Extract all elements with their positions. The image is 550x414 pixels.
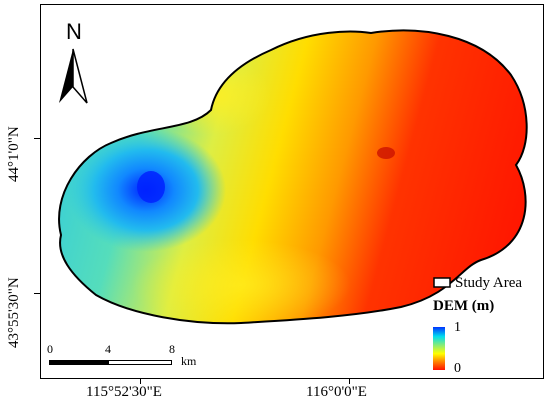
scale-tick-0: 0 [47, 342, 53, 356]
study-area-label: Study Area [455, 275, 523, 291]
scale-bar-white [108, 360, 172, 365]
study-area-swatch [433, 277, 451, 288]
north-arrow [53, 15, 93, 110]
scale-tick-4: 4 [105, 342, 111, 356]
north-arrow-icon [59, 48, 88, 104]
x-tick-label-1: 115°52'30"E [86, 384, 162, 400]
north-label: N [66, 19, 82, 44]
y-tick-label-2: 43°55'30"N [6, 277, 22, 348]
y-tickmark-2 [34, 293, 40, 294]
map-frame: N Study Area DEM (m) 1 0 0 4 8 km [40, 4, 544, 379]
ramp-max-label: 1 [454, 320, 461, 335]
ramp-min-label: 0 [454, 361, 461, 376]
x-tickmark-2 [349, 378, 350, 384]
scale-tick-8: 8 [169, 342, 175, 356]
x-tick-label-2: 116°0'0"E [306, 384, 367, 400]
scale-unit: km [181, 354, 197, 368]
dem-color-ramp [433, 327, 445, 370]
dem-map [58, 29, 528, 325]
y-tickmark-1 [34, 138, 40, 139]
x-tickmark-1 [140, 378, 141, 384]
dem-legend-title: DEM (m) [433, 298, 495, 314]
y-tick-label-1: 44°1'0"N [6, 126, 22, 182]
scale-bar-black [49, 360, 109, 365]
